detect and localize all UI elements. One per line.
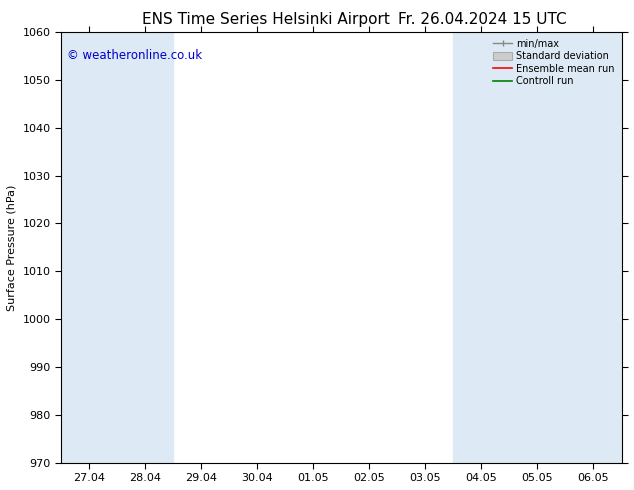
Legend: min/max, Standard deviation, Ensemble mean run, Controll run: min/max, Standard deviation, Ensemble me… [491, 37, 617, 88]
Bar [61, 32, 117, 463]
Text: Fr. 26.04.2024 15 UTC: Fr. 26.04.2024 15 UTC [398, 12, 566, 27]
Bar [453, 32, 509, 463]
Bar [509, 32, 566, 463]
Bar [566, 32, 621, 463]
Text: ENS Time Series Helsinki Airport: ENS Time Series Helsinki Airport [143, 12, 390, 27]
Y-axis label: Surface Pressure (hPa): Surface Pressure (hPa) [7, 184, 17, 311]
Bar [117, 32, 173, 463]
Text: © weatheronline.co.uk: © weatheronline.co.uk [67, 49, 202, 62]
